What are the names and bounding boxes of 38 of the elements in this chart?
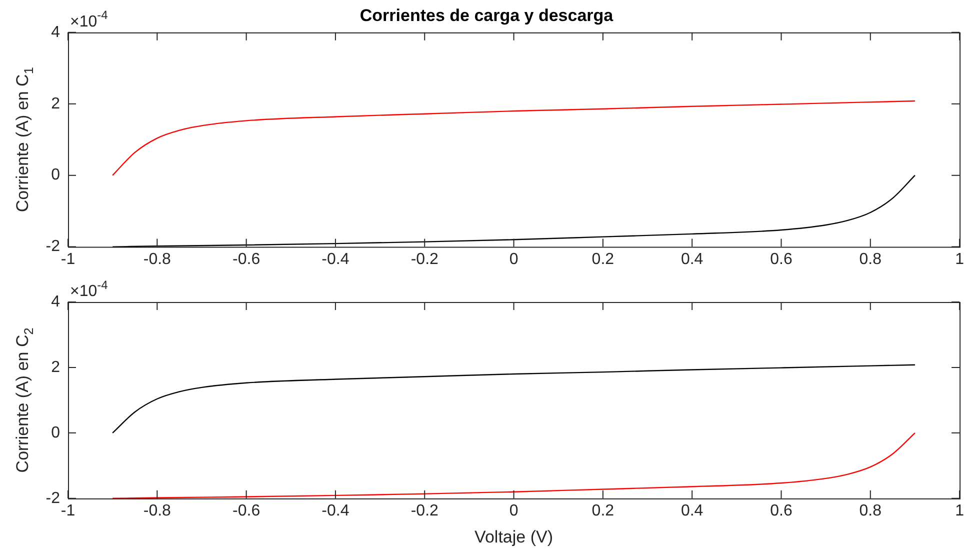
y-tick-label: -2 bbox=[46, 490, 60, 507]
x-tick-label: 0.6 bbox=[770, 502, 792, 520]
x-tick-label: -0.4 bbox=[322, 250, 350, 268]
x-tick-label: 1 bbox=[955, 250, 964, 268]
x-tick-label: -0.8 bbox=[143, 250, 172, 268]
x-tick-label: 0.6 bbox=[770, 250, 792, 268]
x-axis-title: Voltaje (V) bbox=[474, 527, 553, 546]
x-tick-label: 0 bbox=[509, 502, 518, 520]
y-axis-title: Corriente (A) en C2 bbox=[13, 328, 36, 473]
x-tick-label: 0.8 bbox=[859, 250, 882, 268]
chart-title: Corrientes de carga y descarga bbox=[360, 6, 614, 25]
y-tick-label: 2 bbox=[51, 358, 60, 376]
y-tick-label: 0 bbox=[51, 424, 60, 442]
y-tick-label: -2 bbox=[46, 238, 60, 256]
x-tick-label: -0.8 bbox=[143, 502, 172, 520]
line-series bbox=[112, 432, 916, 499]
x-tick-label: -0.6 bbox=[232, 250, 260, 268]
x-tick-label: 1 bbox=[955, 502, 964, 520]
x-tick-label: 0.4 bbox=[680, 502, 704, 520]
x-tick-label: -1 bbox=[60, 502, 76, 520]
y-tick-label: 2 bbox=[51, 95, 60, 112]
x-tick-label: -1 bbox=[60, 250, 76, 268]
x-tick-label: 0.2 bbox=[592, 250, 614, 268]
x-tick-label: -0.6 bbox=[232, 502, 260, 520]
x-tick-label: -0.2 bbox=[410, 502, 439, 520]
line-series bbox=[112, 174, 916, 248]
x-tick-label: -0.4 bbox=[322, 502, 350, 520]
y-tick-label: 0 bbox=[51, 166, 60, 184]
x-tick-label: 0.2 bbox=[592, 502, 614, 520]
x-tick-label: 0 bbox=[509, 250, 518, 268]
y-tick-label: 4 bbox=[51, 293, 60, 310]
y-axis-title: Corriente (A) en C1 bbox=[13, 67, 36, 212]
line-series bbox=[112, 100, 916, 176]
x-tick-label: 0.4 bbox=[680, 250, 704, 268]
line-series bbox=[112, 364, 916, 434]
y-tick-label: 4 bbox=[51, 24, 60, 41]
x-tick-label: -0.2 bbox=[410, 250, 439, 268]
x-tick-label: 0.8 bbox=[859, 502, 882, 520]
